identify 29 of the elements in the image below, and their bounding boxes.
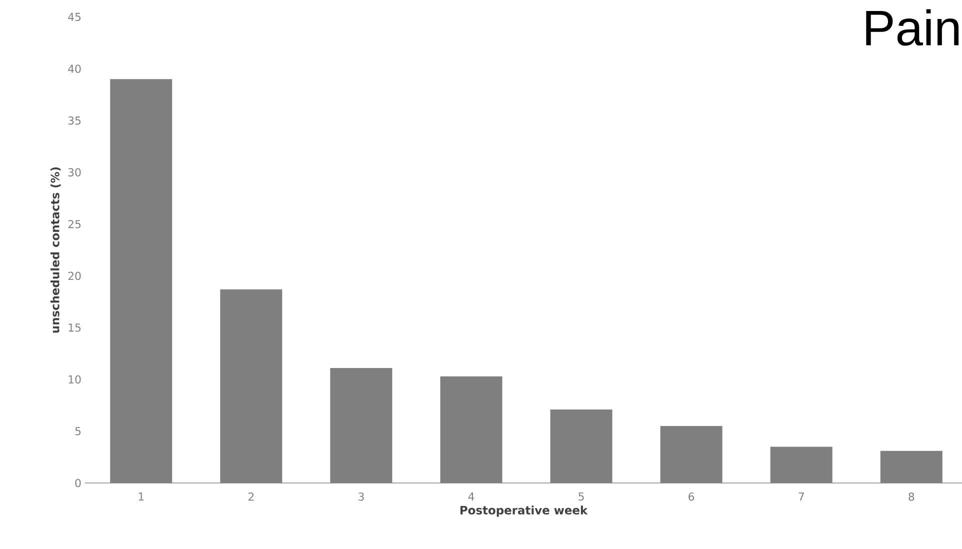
y-tick-label: 5 <box>75 427 81 436</box>
y-tick-label: 35 <box>68 116 81 125</box>
y-tick-label: 40 <box>68 64 81 73</box>
bar <box>660 426 722 483</box>
x-tick-label: 8 <box>908 492 914 501</box>
y-axis-title: unscheduled contacts (%) <box>50 167 61 333</box>
bar <box>330 368 392 483</box>
y-tick-label: 20 <box>68 272 81 280</box>
y-tick-label: 25 <box>68 220 81 228</box>
x-tick-label: 4 <box>468 492 474 500</box>
bar <box>220 289 282 483</box>
y-tick-label: 15 <box>68 324 81 332</box>
y-tick-label: 30 <box>68 168 81 176</box>
bar <box>550 409 612 483</box>
y-tick-label: 0 <box>75 478 81 488</box>
bar <box>770 446 832 483</box>
bar <box>880 450 942 483</box>
x-axis-title: Postoperative week <box>460 506 588 517</box>
y-tick-label: 45 <box>68 12 81 22</box>
x-tick-label: 3 <box>358 492 364 501</box>
bar <box>440 376 502 483</box>
y-tick-label: 10 <box>68 375 81 384</box>
x-tick-label: 1 <box>138 492 144 500</box>
bar <box>110 79 172 483</box>
chart-title: Pain <box>866 9 959 46</box>
x-tick-label: 5 <box>578 492 584 501</box>
x-tick-label: 6 <box>688 492 694 501</box>
x-tick-label: 7 <box>798 492 804 500</box>
x-tick-label: 2 <box>248 492 254 501</box>
